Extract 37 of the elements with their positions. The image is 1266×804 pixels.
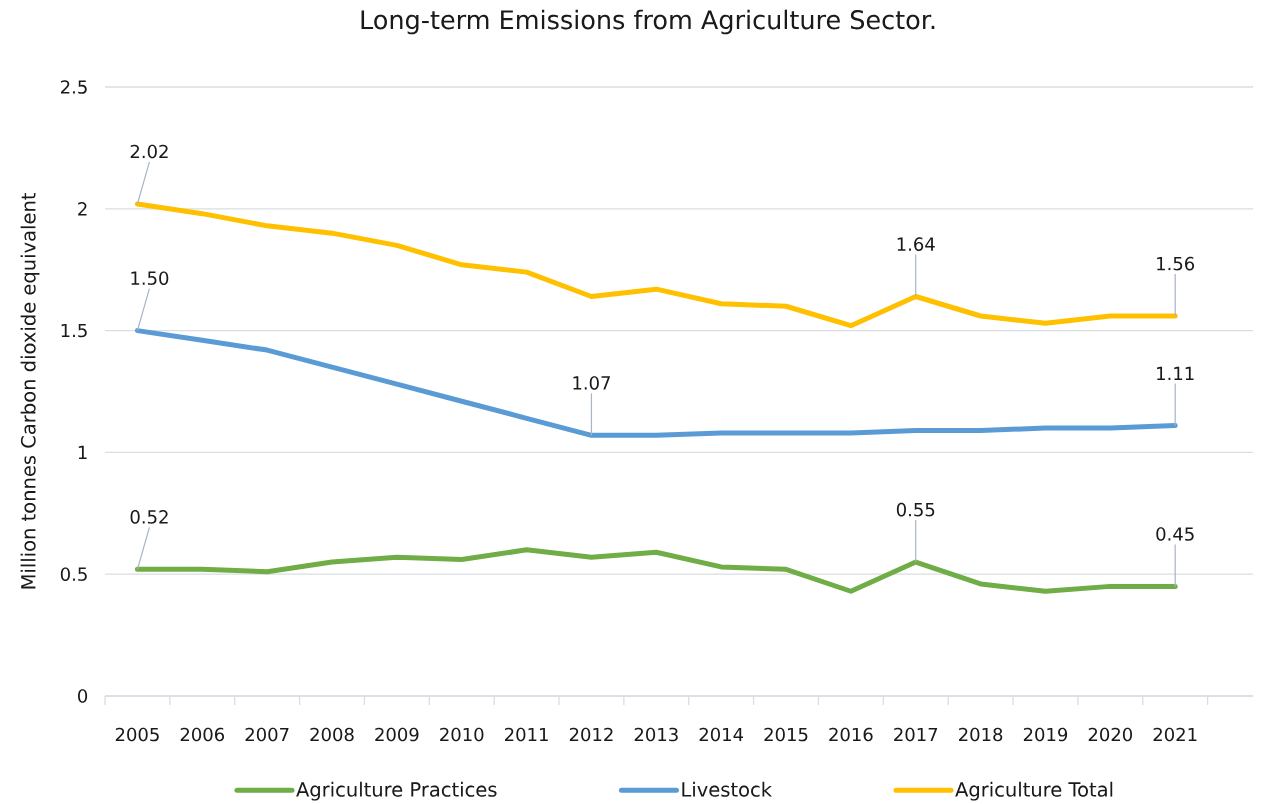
x-tick-label: 2007	[245, 727, 289, 742]
x-tick-label: 2011	[505, 727, 548, 742]
y-tick-label: 2.5	[60, 80, 87, 94]
data-label: 0.55	[896, 502, 935, 517]
data-label: 0.52	[130, 510, 168, 524]
data-label: 0.45	[1156, 527, 1194, 541]
x-tick-label: 2016	[829, 727, 873, 742]
x-tick-label: 2021	[1153, 727, 1197, 742]
y-axis-title: Million tonnes Carbon dioxide equivalent	[20, 193, 40, 589]
legend-label: Livestock	[682, 781, 772, 797]
y-tick-label: 0	[78, 689, 88, 703]
y-tick-label: 1.5	[61, 323, 87, 338]
x-tick-label: 2008	[310, 727, 354, 742]
data-label: 1.56	[1157, 256, 1195, 271]
x-tick-label: 2014	[699, 727, 744, 742]
data-label: 2.02	[130, 144, 168, 159]
legend-label: Agriculture Practices	[296, 781, 497, 801]
y-tick-label: 1	[78, 445, 87, 459]
data-label: 1.64	[897, 237, 935, 251]
x-tick-label: 2019	[1023, 727, 1068, 742]
data-label: 1.07	[573, 376, 610, 390]
y-tick-label: 2	[78, 202, 87, 216]
x-tick-label: 2010	[440, 727, 484, 742]
x-tick-label: 2015	[764, 727, 808, 742]
data-label: 1.11	[1157, 366, 1194, 380]
chart-title: Long-term Emissions from Agriculture Sector.	[361, 9, 935, 35]
legend-label: Agriculture Total	[955, 781, 1113, 801]
y-tick-label: 0.5	[60, 567, 87, 581]
x-tick-label: 2006	[180, 727, 225, 742]
x-tick-label: 2013	[634, 727, 678, 742]
x-tick-label: 2005	[115, 727, 159, 742]
x-tick-label: 2012	[569, 727, 613, 742]
x-tick-label: 2018	[959, 727, 1003, 742]
x-tick-label: 2017	[894, 727, 938, 742]
data-label: 1.50	[131, 271, 169, 285]
x-tick-label: 2020	[1088, 727, 1133, 742]
x-tick-label: 2009	[375, 727, 419, 742]
